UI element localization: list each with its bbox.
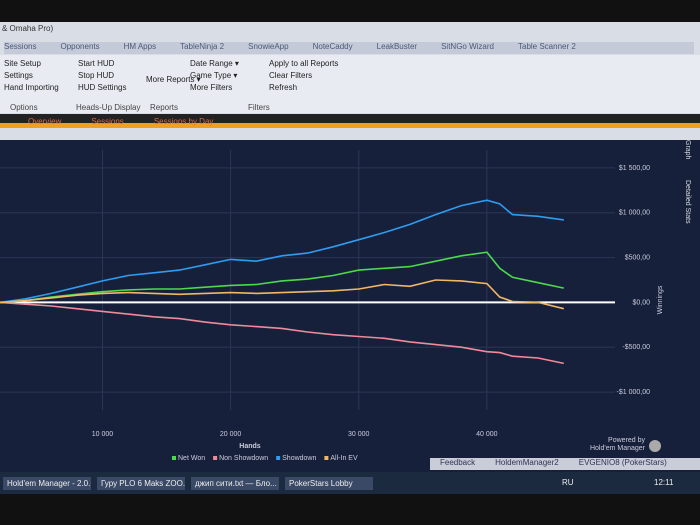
tab[interactable]: Overview — [28, 117, 62, 126]
ribbon-button[interactable]: Clear Filters — [269, 71, 313, 80]
menu-item[interactable]: Table Scanner 2 — [518, 42, 576, 51]
y-axis-label: Winnings — [657, 285, 664, 314]
app-window: & Omaha Pro) Sessions Opponents HM Apps Tab… — [0, 22, 700, 472]
tab[interactable]: Sessions — [91, 117, 124, 126]
legend-label: Showdown — [282, 455, 316, 462]
legend-swatch — [172, 456, 176, 460]
group-label: Reports — [150, 103, 179, 112]
ribbon-button[interactable]: Apply to all Reports — [269, 59, 339, 68]
tab[interactable]: Sessions by Day — [153, 117, 214, 126]
side-tab[interactable]: Detailed Stats — [684, 180, 691, 224]
menu-item[interactable]: SnowieApp — [248, 42, 289, 51]
y-tick-label: -$500,00 — [622, 344, 650, 351]
ribbon-button[interactable]: Site Setup — [4, 59, 41, 68]
y-tick-label: -$1 000,00 — [617, 389, 651, 396]
ribbon-button[interactable]: Date Range ▾ — [190, 59, 239, 68]
ribbon-group: Site Setup Settings Hand Importing — [4, 59, 59, 95]
legend-swatch — [276, 456, 281, 460]
legend-label: Net Won — [178, 455, 205, 462]
ribbon-button[interactable]: Stop HUD — [78, 71, 115, 80]
group-label: Options — [10, 103, 38, 112]
task-button[interactable]: PokerStars Lobby — [285, 477, 373, 490]
ribbon-button[interactable]: Refresh — [269, 83, 298, 92]
menu-item[interactable]: SitNGo Wizard — [441, 42, 494, 51]
side-tab[interactable]: Graph — [684, 140, 691, 160]
x-tick-label: 40 000 — [476, 431, 498, 438]
series-line — [0, 301, 564, 365]
ribbon-button[interactable]: Hand Importing — [4, 83, 59, 92]
menu-item[interactable]: Opponents — [60, 42, 100, 51]
y-tick-label: $0,00 — [632, 299, 650, 306]
brand-logo — [649, 440, 661, 452]
plot-background — [0, 140, 700, 472]
y-tick-label: $1 500,00 — [619, 165, 650, 172]
legend-swatch — [213, 456, 218, 460]
powered-by: Powered by — [608, 437, 645, 444]
y-tick-label: $500,00 — [625, 254, 650, 261]
tab-bar: Overview Sessions Sessions by Day — [0, 114, 700, 128]
legend-label: Non Showdown — [219, 455, 268, 462]
x-tick-label: 10 000 — [92, 431, 114, 438]
x-tick-label: 30 000 — [348, 431, 370, 438]
ribbon-group: More Reports ▾ — [146, 75, 201, 87]
ribbon-button[interactable]: Start HUD — [78, 59, 115, 68]
legend-label: All-In EV — [330, 455, 358, 462]
menu-item[interactable]: TableNinja 2 — [180, 42, 225, 51]
menu-bar: Sessions Opponents HM Apps TableNinja 2 Snow… — [4, 42, 694, 54]
x-tick-label: 20 000 — [220, 431, 242, 438]
ribbon-group: Date Range ▾ Game Type ▾ More Filters Apply… — [190, 59, 340, 95]
status-item: EVGENIO8 (PokerStars) — [578, 458, 667, 467]
group-label: Heads-Up Display — [76, 103, 141, 112]
ribbon-button[interactable]: HUD Settings — [78, 83, 127, 92]
ribbon-button[interactable]: More Reports ▾ — [146, 75, 201, 84]
status-item[interactable]: Feedback — [440, 458, 476, 467]
y-tick-label: $1 000,00 — [619, 210, 650, 217]
taskbar: Hold'em Manager - 2.0... Гуру PLO 6 Maks … — [0, 472, 700, 494]
series-line — [0, 199, 564, 304]
task-button[interactable]: джип сити.txt — Бло... — [191, 477, 279, 490]
language: RU — [562, 478, 574, 487]
menu-item[interactable]: HM Apps — [123, 42, 157, 51]
ribbon-button[interactable]: Settings — [4, 71, 33, 80]
ribbon-group: Start HUD Stop HUD HUD Settings — [78, 59, 126, 95]
ribbon: Site Setup Settings Hand Importing Options… — [0, 55, 700, 113]
status-item: HoldemManager2 — [495, 458, 559, 467]
group-label: Filters — [248, 103, 270, 112]
legend-swatch — [324, 456, 329, 460]
ribbon-button[interactable]: Game Type ▾ — [190, 71, 238, 80]
clock: 12:11 — [654, 478, 674, 487]
series-line — [0, 279, 564, 310]
task-button[interactable]: Hold'em Manager - 2.0... — [3, 477, 91, 490]
menu-item[interactable]: LeakBuster — [376, 42, 418, 51]
menu-item[interactable]: Sessions — [4, 42, 37, 51]
menu-item[interactable]: NoteCaddy — [312, 42, 353, 51]
chart: $1 500,00 $1 000,00 $500,00 $0,00 -$500,00 -$… — [0, 140, 700, 472]
status-bar: Feedback HoldemManager2 EVGENIO8 (PokerSta… — [430, 458, 700, 470]
x-axis-label: Hands — [239, 443, 261, 450]
task-button[interactable]: Гуру PLO 6 Maks ZOO... — [97, 477, 185, 490]
series-line — [0, 251, 564, 304]
brand: Hold'em Manager — [590, 445, 646, 452]
ribbon-button[interactable]: More Filters — [190, 83, 233, 92]
window-title: & Omaha Pro) — [2, 24, 54, 33]
